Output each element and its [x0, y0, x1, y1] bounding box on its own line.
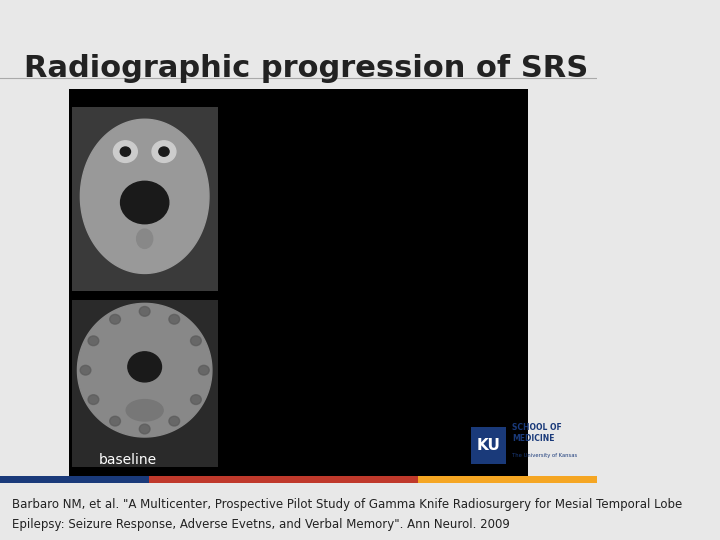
Text: baseline: baseline: [99, 453, 158, 467]
Polygon shape: [78, 303, 212, 437]
Circle shape: [169, 314, 179, 324]
Circle shape: [109, 314, 120, 324]
FancyBboxPatch shape: [71, 300, 217, 467]
Circle shape: [114, 141, 138, 163]
Text: The University of Kansas: The University of Kansas: [512, 453, 577, 458]
Circle shape: [139, 424, 150, 434]
FancyBboxPatch shape: [472, 427, 506, 464]
Polygon shape: [81, 119, 209, 273]
Text: Radiographic progression of SRS: Radiographic progression of SRS: [24, 54, 588, 83]
Text: SCHOOL OF
MEDICINE: SCHOOL OF MEDICINE: [512, 423, 562, 443]
Ellipse shape: [128, 352, 161, 382]
Circle shape: [88, 395, 99, 404]
Circle shape: [159, 147, 169, 156]
Ellipse shape: [120, 181, 168, 224]
FancyBboxPatch shape: [149, 476, 418, 483]
Circle shape: [80, 366, 91, 375]
Circle shape: [88, 336, 99, 346]
Circle shape: [169, 416, 179, 426]
Circle shape: [191, 395, 202, 404]
Circle shape: [191, 336, 202, 346]
FancyBboxPatch shape: [68, 89, 528, 478]
FancyBboxPatch shape: [0, 476, 149, 483]
FancyBboxPatch shape: [71, 107, 217, 291]
Text: Barbaro NM, et al. "A Multicenter, Prospective Pilot Study of Gamma Knife Radios: Barbaro NM, et al. "A Multicenter, Prosp…: [12, 498, 682, 511]
Text: KU: KU: [477, 438, 501, 453]
Circle shape: [152, 141, 176, 163]
FancyBboxPatch shape: [418, 476, 597, 483]
Circle shape: [199, 366, 210, 375]
Ellipse shape: [137, 229, 153, 248]
Circle shape: [120, 147, 130, 156]
Ellipse shape: [126, 400, 163, 421]
Text: Epilepsy: Seizure Response, Adverse Evetns, and Verbal Memory". Ann Neurol. 2009: Epilepsy: Seizure Response, Adverse Evet…: [12, 518, 510, 531]
Circle shape: [109, 416, 120, 426]
Circle shape: [139, 307, 150, 316]
